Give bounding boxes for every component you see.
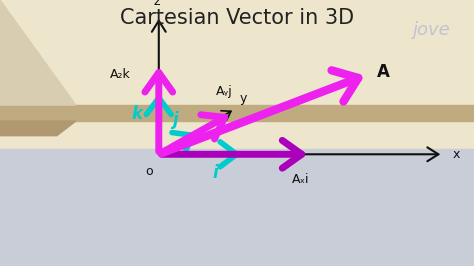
Text: o: o [146, 165, 153, 178]
Bar [0, 0, 474, 160]
Text: i: i [213, 164, 219, 182]
Text: Cartesian Vector in 3D: Cartesian Vector in 3D [120, 8, 354, 28]
Polygon shape [0, 121, 76, 136]
Text: j: j [173, 111, 178, 129]
Text: y: y [239, 92, 247, 105]
Text: A₂k: A₂k [109, 68, 130, 81]
Text: k: k [132, 105, 143, 123]
Text: jove: jove [412, 21, 450, 39]
Text: Aᵧj: Aᵧj [216, 85, 232, 98]
Text: z: z [153, 0, 160, 8]
Polygon shape [0, 0, 76, 105]
Bar [0, 149, 474, 266]
Text: Aₓi: Aₓi [292, 173, 310, 186]
Text: x: x [453, 148, 460, 161]
Bar [0, 105, 474, 121]
Text: A: A [377, 63, 390, 81]
